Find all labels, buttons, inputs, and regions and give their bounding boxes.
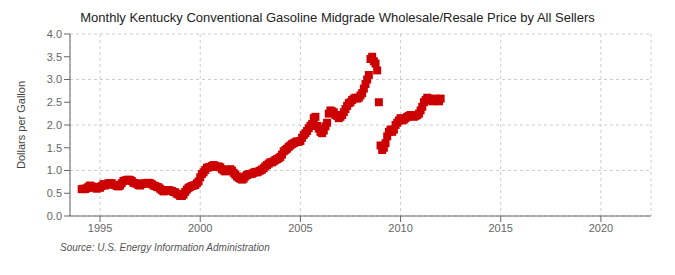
svg-text:2.0: 2.0 (47, 119, 62, 131)
html-text:Source: U.S. Energy Informatio: Source: U.S. Energy Information Administ… (60, 242, 270, 253)
svg-text:2005: 2005 (288, 222, 312, 234)
svg-text:2.5: 2.5 (47, 96, 62, 108)
svg-text:3.0: 3.0 (47, 73, 62, 85)
svg-text:1.5: 1.5 (47, 142, 62, 154)
svg-text:2020: 2020 (589, 222, 613, 234)
svg-text:3.5: 3.5 (47, 51, 62, 63)
svg-text:2000: 2000 (188, 222, 212, 234)
svg-text:4.0: 4.0 (47, 28, 62, 40)
svg-text:2015: 2015 (488, 222, 512, 234)
svg-text:1.0: 1.0 (47, 164, 62, 176)
html-text:Monthly Kentucky Conventional: Monthly Kentucky Conventional Gasoline M… (80, 10, 595, 25)
svg-text:2010: 2010 (388, 222, 412, 234)
svg-text:0.5: 0.5 (47, 187, 62, 199)
svg-text:0.0: 0.0 (47, 210, 62, 222)
svg-text:1995: 1995 (88, 222, 112, 234)
svg-text:Dollars per Gallon: Dollars per Gallon (15, 81, 27, 169)
